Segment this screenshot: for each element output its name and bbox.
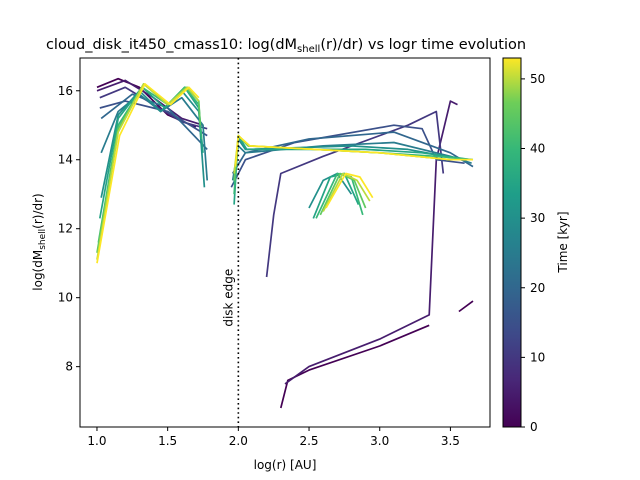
x-tick-label: 3.5: [441, 434, 460, 448]
x-tick-label: 1.5: [158, 434, 177, 448]
series-layer: [96, 77, 474, 409]
colorbar-tick-label: 0: [530, 420, 538, 434]
colorbar-tick-label: 10: [530, 350, 545, 364]
series-line-4-1: [231, 131, 474, 174]
x-axis-ticks: 1.0 1.5 2.0 2.5 3.0 3.5: [87, 427, 460, 448]
series-line-9-2: [319, 172, 367, 216]
series-line-3-0: [99, 100, 208, 137]
colorbar-tick-label: 40: [530, 142, 545, 156]
y-tick-label: 12: [58, 222, 73, 236]
x-tick-label: 3.0: [370, 434, 389, 448]
y-tick-label: 8: [65, 360, 73, 374]
series-line-11-0: [96, 83, 200, 264]
series-line-0-1: [279, 324, 430, 409]
series-line-1-1: [284, 100, 458, 385]
x-axis-label: log(r) [AU]: [254, 458, 317, 472]
colorbar-ticks: 0 10 20 30 40 50: [521, 72, 545, 434]
x-tick-label: 2.5: [299, 434, 318, 448]
chart-title: cloud_disk_it450_cmass10: log(dMshell(r)…: [46, 37, 526, 55]
colorbar-tick-label: 20: [530, 281, 545, 295]
colorbar-tick-label: 30: [530, 211, 545, 225]
colorbar-tick-label: 50: [530, 72, 545, 86]
x-tick-label: 2.0: [229, 434, 248, 448]
y-tick-label: 16: [58, 84, 73, 98]
y-axis-label: log(dMshell(r)/dr): [31, 193, 48, 290]
y-tick-label: 14: [58, 153, 73, 167]
y-tick-label: 10: [58, 291, 73, 305]
disk-edge-label: disk edge: [221, 269, 235, 327]
series-line-11-2: [325, 172, 374, 209]
colorbar: [502, 57, 522, 428]
plot-area: [80, 58, 490, 427]
x-tick-label: 1.0: [87, 434, 106, 448]
plot-frame: [79, 57, 491, 428]
series-line-10-0: [96, 83, 200, 260]
series-line-0-2: [458, 300, 474, 313]
series-line-10-2: [322, 172, 371, 212]
series-line-2-1: [265, 110, 445, 278]
series-line-11-1: [234, 134, 473, 167]
series-line-3-1: [230, 124, 465, 188]
y-axis-ticks: 8 10 12 14 16: [58, 84, 80, 374]
colorbar-label: Time [kyr]: [556, 211, 570, 273]
